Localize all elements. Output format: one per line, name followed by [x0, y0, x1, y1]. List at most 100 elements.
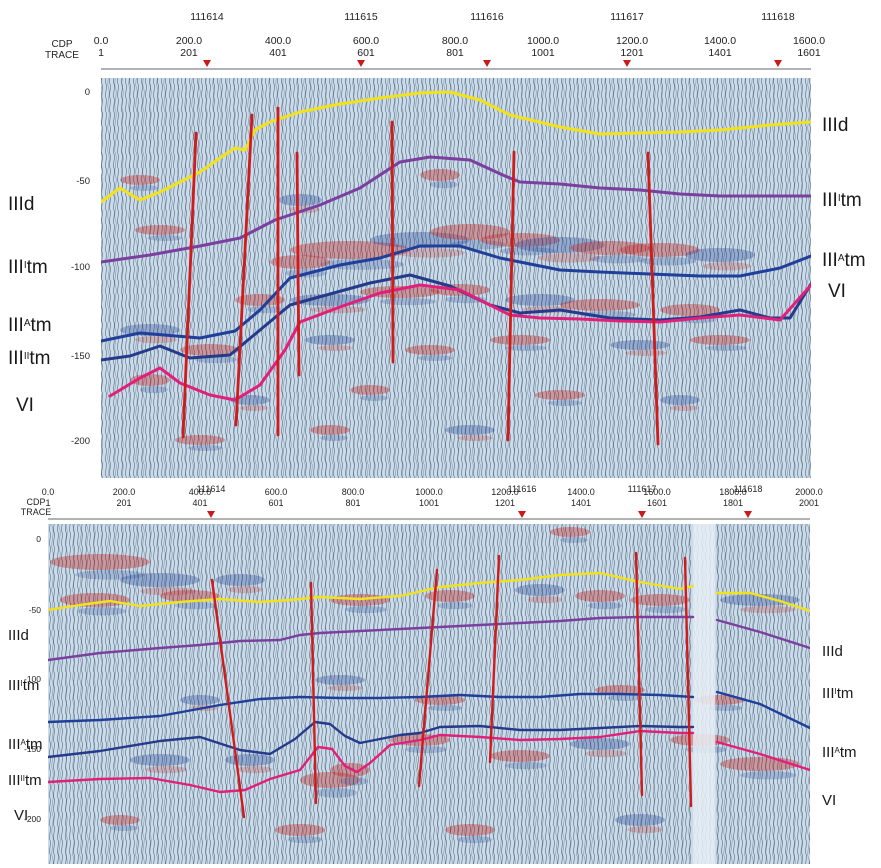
well-marker-triangle — [774, 60, 782, 67]
horizon-iiid — [715, 591, 810, 613]
trace-tick-label: 401 — [192, 498, 207, 508]
horizon-label-sup: A — [835, 746, 841, 755]
cdp-tick-label: 400.0 — [189, 487, 212, 497]
horizon-vi — [108, 283, 811, 402]
trace-tick-label: 1 — [98, 47, 104, 59]
fault-line — [210, 578, 246, 819]
trace-tick-label: 1601 — [797, 47, 821, 59]
horizon-label: IIIAtm — [822, 250, 866, 271]
cdp-tick-label: 1400.0 — [704, 35, 736, 47]
horizon-label-main: III — [822, 250, 838, 271]
depth-tick-label: -150 — [24, 744, 41, 754]
cdp-tick-label: 1600.0 — [643, 487, 671, 497]
horizon-iiiitm — [48, 615, 695, 662]
horizon-label-tail: tm — [845, 250, 866, 271]
horizon-label: IIIAtm — [822, 744, 857, 761]
fault-line — [506, 150, 516, 442]
well-marker-triangle — [638, 511, 646, 518]
cdp-ticks: 0.01200.0201400.0401600.0601800.08011000… — [42, 487, 823, 508]
trace-tick-label: 1601 — [647, 498, 667, 508]
well-marker-triangle — [623, 60, 631, 67]
top-seismic-section — [101, 78, 811, 478]
horizon-label-tail: tm — [26, 736, 43, 753]
cdp-tick-label: 200.0 — [113, 487, 136, 497]
well-marker-triangle — [203, 60, 211, 67]
well-marker-triangle — [744, 511, 752, 518]
depth-tick-label: 0 — [36, 534, 41, 544]
horizon-label-main: IIId — [8, 627, 29, 644]
cdp-tick-label: 400.0 — [265, 35, 291, 47]
horizon-label-main: III — [822, 744, 835, 761]
faults — [181, 106, 660, 446]
horizons — [48, 571, 810, 794]
cdp-tick-label: 0.0 — [94, 35, 109, 47]
fault-line — [683, 556, 693, 808]
trace-tick-label: 801 — [345, 498, 360, 508]
trace-label: TRACE — [21, 507, 52, 517]
well-marker-triangle — [207, 511, 215, 518]
trace-tick-label: 1401 — [571, 498, 591, 508]
horizon-label: IIId — [822, 643, 843, 660]
horizon-label: IIIAtm — [8, 736, 43, 753]
trace-tick-label: 1201 — [620, 47, 644, 59]
horizon-label-sup: A — [21, 738, 27, 747]
well-marker-label: 111616 — [508, 484, 537, 494]
well-marker-label: 111618 — [734, 484, 763, 494]
cdp-label: CDP — [26, 497, 45, 507]
horizon-label-main: IIId — [8, 194, 34, 215]
horizon-iiiiitm — [48, 720, 695, 759]
horizon-label-sup: A — [838, 253, 845, 264]
horizon-vi — [48, 729, 695, 794]
trace-tick-label: 601 — [357, 47, 375, 59]
trace-tick-label: 601 — [268, 498, 283, 508]
horizon-label-main: III — [8, 257, 24, 278]
well-markers: 111614 111616 111617 111618 — [197, 484, 763, 518]
cdp-tick-label: 200.0 — [176, 35, 202, 47]
cdp-tick-label: 1000.0 — [415, 487, 443, 497]
cdp-tick-label: 800.0 — [342, 487, 365, 497]
well-marker-label: 111617 — [628, 484, 657, 494]
seismic-traces-coarse — [48, 524, 810, 864]
depth-tick-label: -200 — [24, 814, 41, 824]
horizon-label: VI — [14, 807, 28, 824]
cdp-ticks: 0.01200.0201400.0401600.0601800.08011000… — [94, 35, 826, 59]
trace-tick-label: 1201 — [495, 498, 515, 508]
trace-tick-label: 1401 — [708, 47, 732, 59]
horizon-label-main: III — [8, 677, 21, 694]
horizon-label-tail: tm — [31, 315, 52, 336]
horizon-label: IIIAtm — [8, 315, 52, 336]
bottom-panel: CDP TRACE 0.01200.0201400.0401600.060180… — [8, 484, 857, 864]
cdp-tick-label: 0.0 — [42, 487, 55, 497]
horizon-label-sup: I — [838, 193, 841, 204]
depth-ticks: 0 -50 -100 -150 -200 — [24, 534, 41, 824]
seismic-traces-coarse — [101, 78, 811, 478]
horizon-label-main: IIId — [822, 643, 843, 660]
horizon-label: IIId — [8, 194, 34, 215]
fault-line — [488, 554, 501, 764]
trace-label: TRACE — [45, 50, 79, 61]
horizon-label-tail: tm — [841, 190, 862, 211]
cdp-tick-label: 600.0 — [353, 35, 379, 47]
cdp-tick-label: 2000.0 — [795, 487, 823, 497]
horizon-iiiiitm — [101, 273, 811, 362]
horizon-label-main: III — [8, 772, 21, 789]
horizon-label-main: VI — [14, 807, 28, 824]
horizon-label: VI — [16, 395, 34, 416]
depth-tick-label: 0 — [85, 87, 90, 98]
well-marker-label: 111615 — [344, 11, 378, 23]
horizon-label-sup: II — [24, 351, 30, 362]
trace-tick-label: 2001 — [799, 498, 819, 508]
cdp-tick-label: 1600.0 — [793, 35, 825, 47]
horizon-iiid — [48, 571, 695, 612]
horizon-label-main: III — [8, 736, 21, 753]
depth-tick-label: -100 — [24, 674, 41, 684]
well-markers: 111614 111615 111616 111617 111618 — [190, 11, 795, 67]
fault-line — [634, 551, 644, 797]
well-marker-label: 111614 — [190, 11, 224, 23]
horizon-label: IIIItm — [8, 677, 39, 694]
top-header: CDP TRACE 0.01200.0201400.0401600.060180… — [45, 11, 826, 70]
